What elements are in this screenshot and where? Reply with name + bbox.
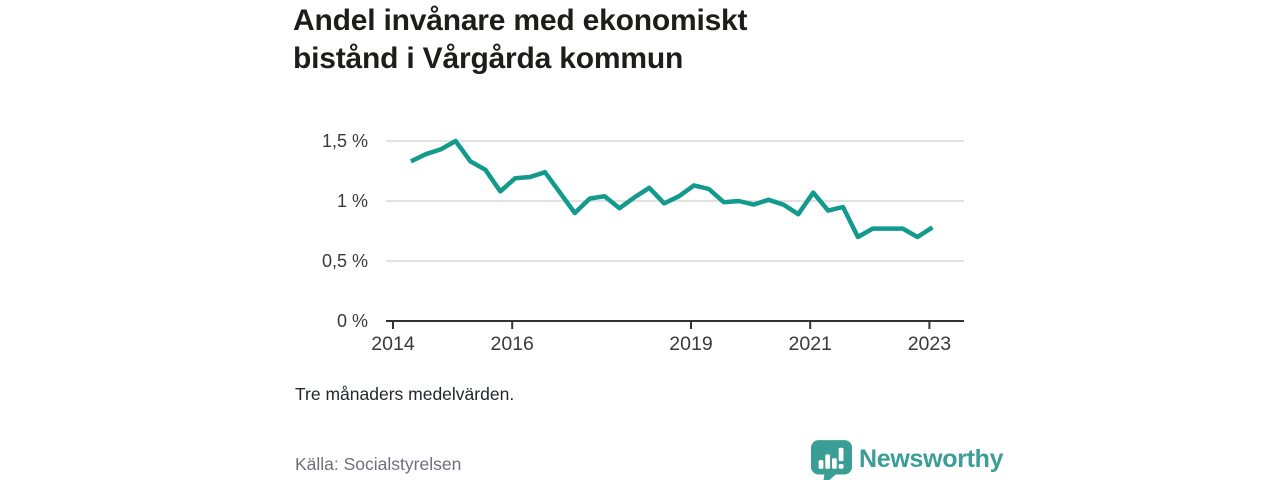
x-axis — [386, 320, 964, 329]
chart-title: Andel invånare med ekonomiskt bistånd i V… — [293, 2, 953, 78]
chart-note: Tre månaders medelvärden. — [295, 384, 515, 404]
speech-bubble-shape — [811, 440, 853, 480]
trend-line — [409, 138, 934, 240]
newsworthy-logo-text: Newsworthy — [859, 445, 1004, 473]
x-tick-label: 2016 — [491, 333, 534, 355]
y-tick-label: 1,5 % — [322, 131, 368, 151]
source-label: Källa: Socialstyrelsen — [295, 454, 462, 474]
bar-chart-glyph — [818, 447, 844, 469]
y-tick-label: 1 % — [337, 191, 368, 211]
y-tick-label: 0,5 % — [322, 251, 368, 271]
gridlines — [386, 140, 964, 262]
y-tick-label: 0 % — [337, 311, 368, 331]
x-axis-labels: 2014 2016 2019 2021 2023 — [371, 333, 951, 355]
x-tick-label: 2019 — [669, 333, 712, 355]
data-series — [409, 138, 934, 240]
y-axis-labels: 0 % 0,5 % 1 % 1,5 % — [322, 131, 368, 331]
newsworthy-logo-icon — [811, 440, 853, 480]
chart-title-line2: bistånd i Vårgårda kommun — [293, 42, 684, 75]
chart-title-line1: Andel invånare med ekonomiskt — [293, 4, 748, 37]
x-tick-label: 2014 — [371, 333, 415, 355]
x-tick-label: 2021 — [789, 333, 832, 355]
newsworthy-logo: Newsworthy — [811, 440, 1004, 480]
x-tick-label: 2023 — [908, 333, 951, 355]
